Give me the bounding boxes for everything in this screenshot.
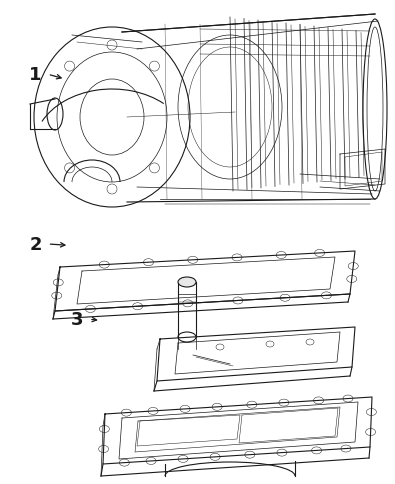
Polygon shape <box>55 252 355 311</box>
Polygon shape <box>157 327 355 381</box>
Text: 3: 3 <box>71 310 83 329</box>
Text: 1: 1 <box>29 66 42 84</box>
Text: 2: 2 <box>29 235 42 254</box>
Polygon shape <box>103 397 372 464</box>
Ellipse shape <box>178 277 196 287</box>
